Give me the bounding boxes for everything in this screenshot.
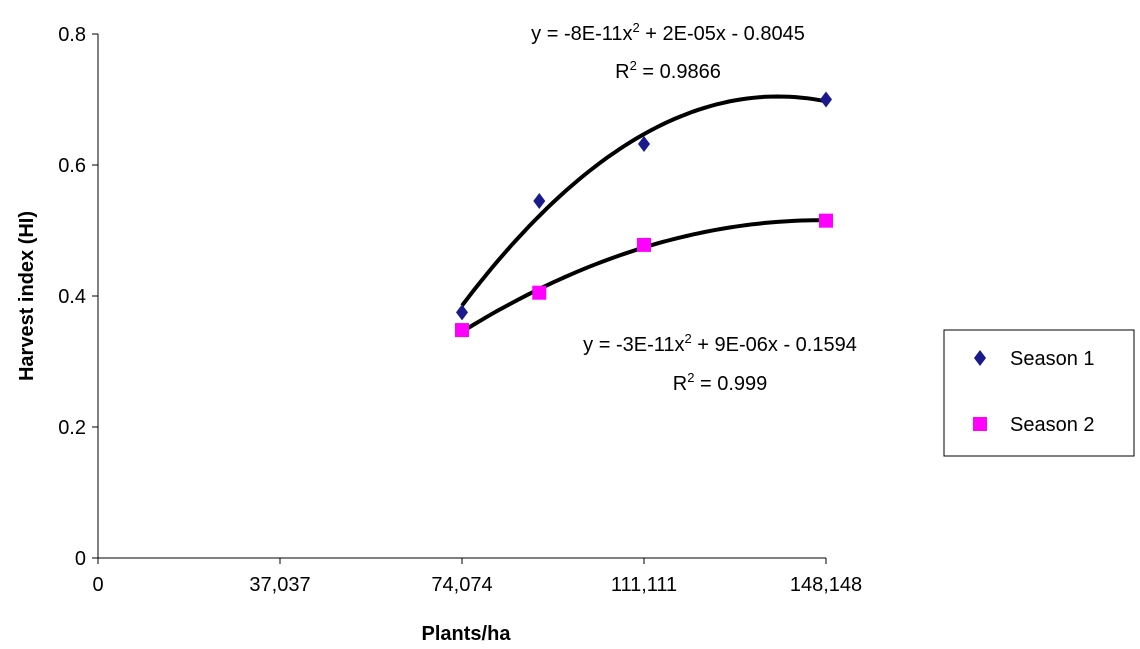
data-point-season-2 xyxy=(455,323,469,338)
legend-box xyxy=(943,329,1135,457)
data-point-season-1 xyxy=(456,304,468,321)
x-tick-label: 148,148 xyxy=(790,574,862,596)
x-tick-label: 74,074 xyxy=(431,574,492,596)
x-tick-label: 111,111 xyxy=(611,574,677,596)
y-tick-label: 0.6 xyxy=(58,155,86,177)
trendline-season-1 xyxy=(460,94,827,307)
legend-label-season-1: Season 1 xyxy=(1010,348,1095,370)
x-tick-label: 0 xyxy=(92,574,103,596)
y-tick-label: 0 xyxy=(75,548,86,570)
y-tick-label: 0.2 xyxy=(58,417,86,439)
y-axis-title: Harvest index (HI) xyxy=(16,211,38,381)
r-squared-season-2: R2 = 0.999 xyxy=(673,370,768,395)
data-point-season-1 xyxy=(820,91,832,108)
y-tick-label: 0.8 xyxy=(58,24,86,46)
x-axis-title: Plants/ha xyxy=(422,623,512,645)
data-point-season-2 xyxy=(819,213,833,228)
trendline-equations: y = -8E-11x2 + 2E-05x - 0.8045 R2 = 0.986… xyxy=(531,20,857,395)
r-squared-season-1: R2 = 0.9866 xyxy=(615,58,721,83)
data-point-season-2 xyxy=(637,237,651,252)
legend: Season 1 Season 2 xyxy=(943,329,1135,457)
legend-marker-season-2 xyxy=(973,417,987,431)
data-points xyxy=(455,91,833,338)
y-tick-label: 0.4 xyxy=(58,286,86,308)
trendline-equation-season-1: y = -8E-11x2 + 2E-05x - 0.8045 xyxy=(531,20,805,45)
trendline-equation-season-2: y = -3E-11x2 + 9E-06x - 0.1594 xyxy=(583,331,857,356)
data-point-season-2 xyxy=(532,285,547,300)
trendlines xyxy=(460,94,827,334)
data-point-season-1 xyxy=(533,193,546,210)
data-point-season-1 xyxy=(638,136,650,153)
legend-marker-season-1 xyxy=(974,350,986,366)
x-tick-label: 37,037 xyxy=(249,574,310,596)
legend-label-season-2: Season 2 xyxy=(1010,414,1095,436)
axes: 0 0.2 0.4 0.6 0.8 0 37,037 74,074 111,111 148,148… xyxy=(16,24,862,645)
